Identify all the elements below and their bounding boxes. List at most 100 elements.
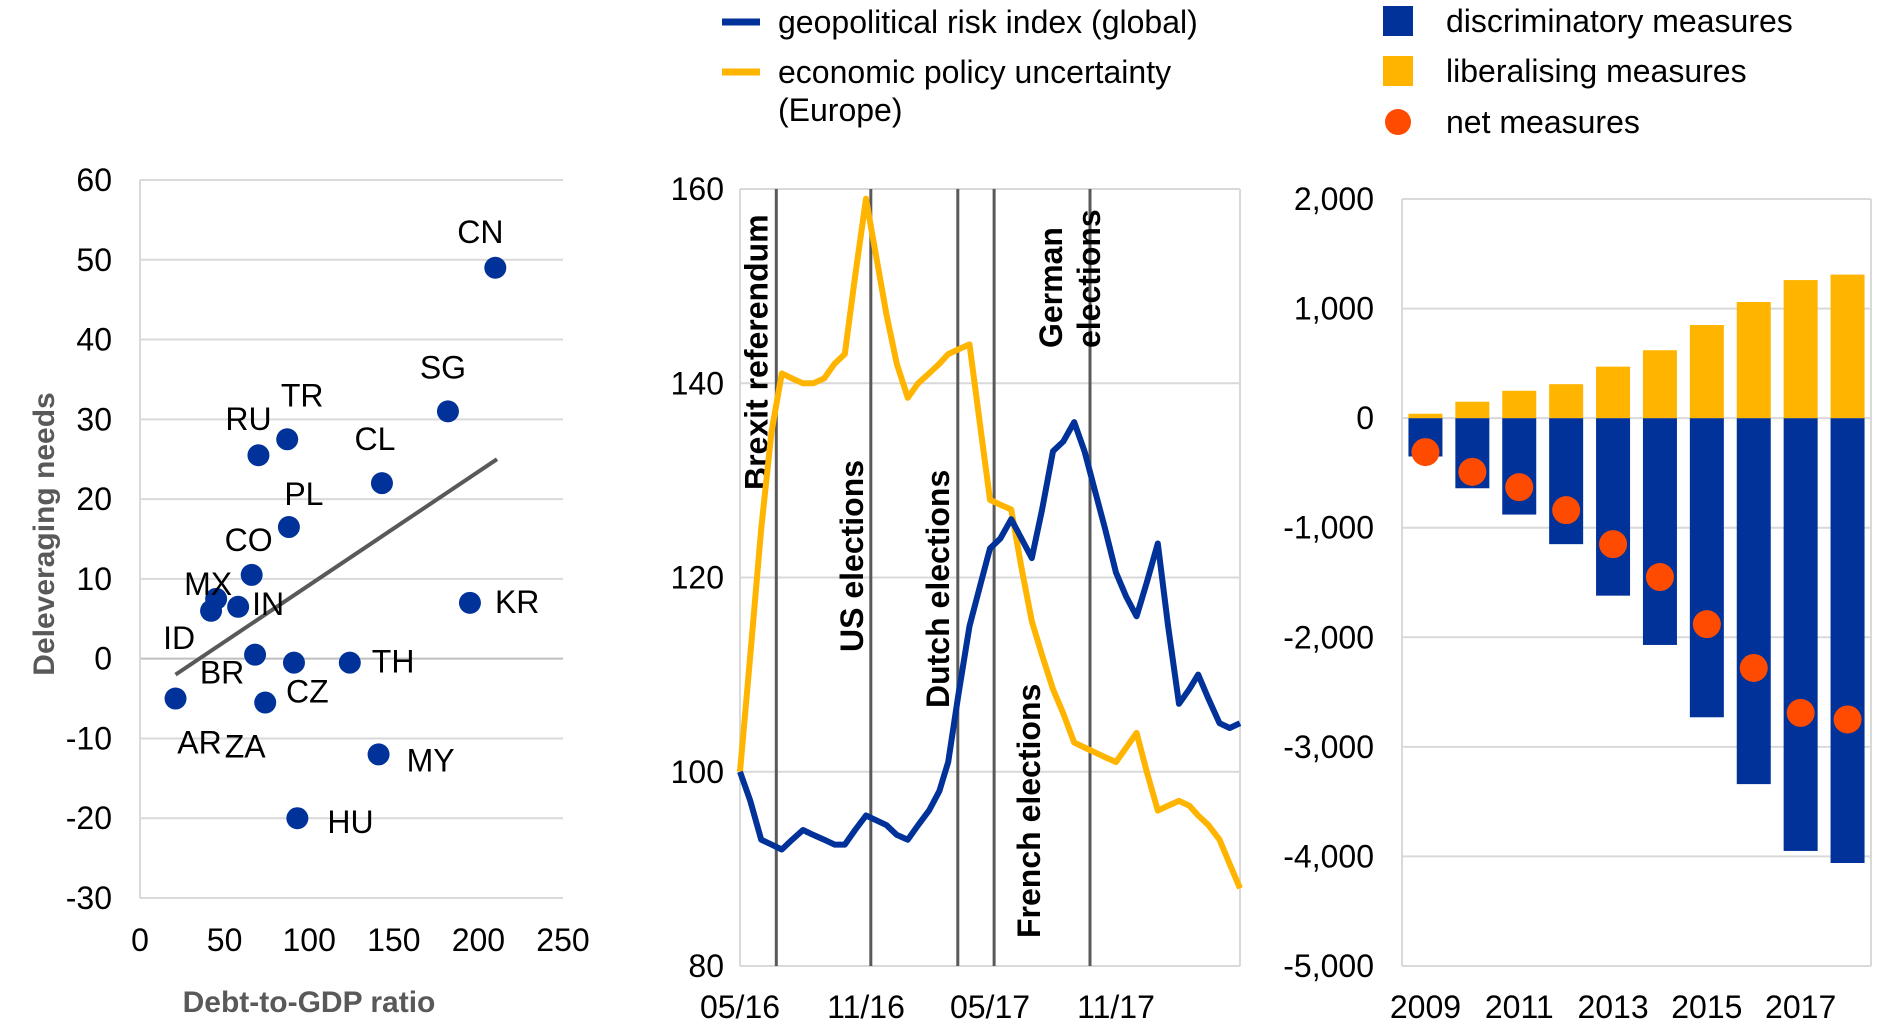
net-dot-2013 bbox=[1599, 530, 1628, 559]
legend-label-policy-uncertainty: economic policy uncertainty (Europe) bbox=[778, 54, 1180, 128]
scatter-point-label-za: ZA bbox=[225, 729, 267, 765]
scatter-y-tick-label: 30 bbox=[76, 401, 112, 437]
bar-y-tick-label: -2,000 bbox=[1283, 619, 1374, 655]
scatter-point-kr bbox=[458, 591, 481, 614]
legend-swatch-discriminatory bbox=[1383, 6, 1413, 36]
scatter-point-ru bbox=[247, 444, 270, 467]
bar-legend: discriminatory measures liberalising mea… bbox=[1383, 3, 1793, 140]
bar-x-tick-label: 2017 bbox=[1765, 989, 1836, 1025]
legend-label-liberalising: liberalising measures bbox=[1446, 53, 1747, 89]
bar-x-tick-label: 2011 bbox=[1485, 989, 1554, 1025]
scatter-point-cz bbox=[282, 651, 305, 674]
scatter-trendline bbox=[174, 457, 499, 677]
scatter-point-co bbox=[240, 563, 263, 586]
scatter-point-label-pl: PL bbox=[284, 476, 323, 512]
line-x-tick-label: 05/16 bbox=[700, 989, 780, 1025]
bar-panel: -5,000 -4,000 -3,000 -2,000 -1,000 0 1,000 2,00… bbox=[1283, 3, 1872, 1025]
bar-liberalising-2014 bbox=[1642, 350, 1677, 419]
bar-y-tick-label: -3,000 bbox=[1283, 729, 1374, 765]
bar-liberalising-2011 bbox=[1502, 390, 1537, 419]
bar-x-tick-label: 2013 bbox=[1577, 989, 1648, 1025]
line-legend: geopolitical risk index (global) economi… bbox=[722, 4, 1198, 128]
legend-swatch-liberalising bbox=[1383, 56, 1413, 86]
scatter-point-my bbox=[367, 743, 390, 766]
event-label-french-elections: French elections bbox=[1011, 684, 1047, 938]
scatter-x-tick-label: 50 bbox=[207, 922, 243, 958]
bar-liberalising-2010 bbox=[1455, 401, 1490, 419]
bar-liberalising-2009 bbox=[1408, 413, 1443, 419]
event-label-dutch-elections: Dutch elections bbox=[920, 470, 956, 708]
net-measure-dots bbox=[1411, 438, 1862, 734]
bar-discriminatory-2013 bbox=[1596, 418, 1631, 596]
bar-liberalising-2016 bbox=[1736, 301, 1771, 419]
series-line-geopolitical-risk bbox=[737, 419, 1242, 853]
legend-label-discriminatory: discriminatory measures bbox=[1446, 3, 1793, 39]
net-dot-2016 bbox=[1739, 653, 1768, 682]
line-x-tick-label: 05/17 bbox=[950, 989, 1030, 1025]
scatter-point-tr bbox=[276, 428, 299, 451]
line-x-tick-label: 11/17 bbox=[1077, 989, 1155, 1025]
scatter-points: CN SG RU TR CL PL CO MX IN ID KR BR CZ TH AR ZA MY HU bbox=[163, 214, 539, 840]
bar-y-tick-label: -1,000 bbox=[1283, 510, 1374, 546]
line-y-tick-label: 80 bbox=[688, 948, 724, 984]
scatter-point-pl bbox=[277, 516, 300, 539]
scatter-gridlines bbox=[140, 179, 563, 820]
scatter-point-label-sg: SG bbox=[420, 349, 466, 385]
bar-x-tick-label: 2015 bbox=[1671, 989, 1742, 1025]
scatter-point-label-tr: TR bbox=[281, 377, 324, 413]
line-y-tick-label: 100 bbox=[671, 754, 724, 790]
legend-label-policy-uncertainty-line2: (Europe) bbox=[778, 92, 903, 128]
scatter-y-tick-label: 10 bbox=[76, 561, 112, 597]
net-dot-2010 bbox=[1458, 457, 1487, 486]
net-dot-2009 bbox=[1411, 438, 1440, 467]
net-dot-2018 bbox=[1833, 705, 1862, 734]
scatter-y-tick-label: -30 bbox=[66, 880, 112, 916]
line-y-tick-label: 160 bbox=[671, 171, 724, 207]
net-dot-2012 bbox=[1552, 496, 1581, 525]
scatter-point-label-th: TH bbox=[372, 644, 415, 680]
scatter-x-tick-label: 0 bbox=[131, 922, 149, 958]
net-dot-2014 bbox=[1645, 563, 1674, 592]
line-y-tick-labels: 80 100 120 140 160 bbox=[671, 171, 724, 984]
line-x-tick-label: 11/16 bbox=[827, 989, 905, 1025]
scatter-point-label-kr: KR bbox=[495, 584, 539, 620]
bar-discriminatory-2012 bbox=[1549, 418, 1584, 545]
scatter-point-br bbox=[244, 643, 267, 666]
bar-discriminatory-2018 bbox=[1830, 418, 1865, 864]
bar-y-tick-label: 1,000 bbox=[1294, 291, 1374, 327]
scatter-point-label-ar: AR bbox=[177, 725, 221, 761]
scatter-y-tick-label: -20 bbox=[66, 800, 112, 836]
event-label-us-elections: US elections bbox=[834, 460, 870, 652]
line-gridlines bbox=[739, 188, 1241, 967]
scatter-point-label-cz: CZ bbox=[286, 674, 329, 710]
scatter-x-tick-label: 200 bbox=[452, 922, 505, 958]
net-dot-2017 bbox=[1786, 698, 1815, 727]
bar-liberalising-2013 bbox=[1596, 366, 1631, 419]
scatter-y-tick-label: 50 bbox=[76, 242, 112, 278]
scatter-panel: CN SG RU TR CL PL CO MX IN ID KR BR CZ TH AR ZA MY HU -30… bbox=[28, 162, 590, 1019]
scatter-x-tick-label: 100 bbox=[283, 922, 336, 958]
scatter-point-label-cn: CN bbox=[457, 214, 503, 250]
line-y-tick-label: 140 bbox=[671, 365, 724, 401]
bar-discriminatory-2015 bbox=[1689, 418, 1724, 718]
legend-label-policy-uncertainty-line1: economic policy uncertainty bbox=[778, 54, 1171, 90]
legend-swatch-net bbox=[1385, 109, 1411, 135]
scatter-point-label-br: BR bbox=[200, 655, 244, 691]
line-x-tick-labels: 05/16 11/16 05/17 11/17 bbox=[700, 989, 1155, 1025]
series-line-policy-uncertainty bbox=[737, 195, 1243, 890]
legend-label-geopolitical-risk: geopolitical risk index (global) bbox=[778, 4, 1198, 40]
scatter-x-axis-title: Debt-to-GDP ratio bbox=[183, 986, 436, 1019]
event-label-german-elections-line1: German bbox=[1033, 227, 1069, 348]
bar-discriminatory-2016 bbox=[1736, 418, 1771, 785]
scatter-point-cl bbox=[370, 472, 393, 495]
scatter-point-label-hu: HU bbox=[327, 804, 373, 840]
bar-liberalising-2012 bbox=[1549, 384, 1584, 419]
scatter-point-label-in: IN bbox=[252, 586, 284, 622]
event-label-german-elections-line2: elections bbox=[1071, 209, 1107, 348]
bar-liberalising-2017 bbox=[1783, 280, 1818, 419]
scatter-y-tick-label: 0 bbox=[94, 641, 112, 677]
scatter-point-in bbox=[227, 595, 250, 618]
bar-liberalising-2018 bbox=[1830, 274, 1865, 419]
scatter-point-label-ru: RU bbox=[225, 401, 271, 437]
